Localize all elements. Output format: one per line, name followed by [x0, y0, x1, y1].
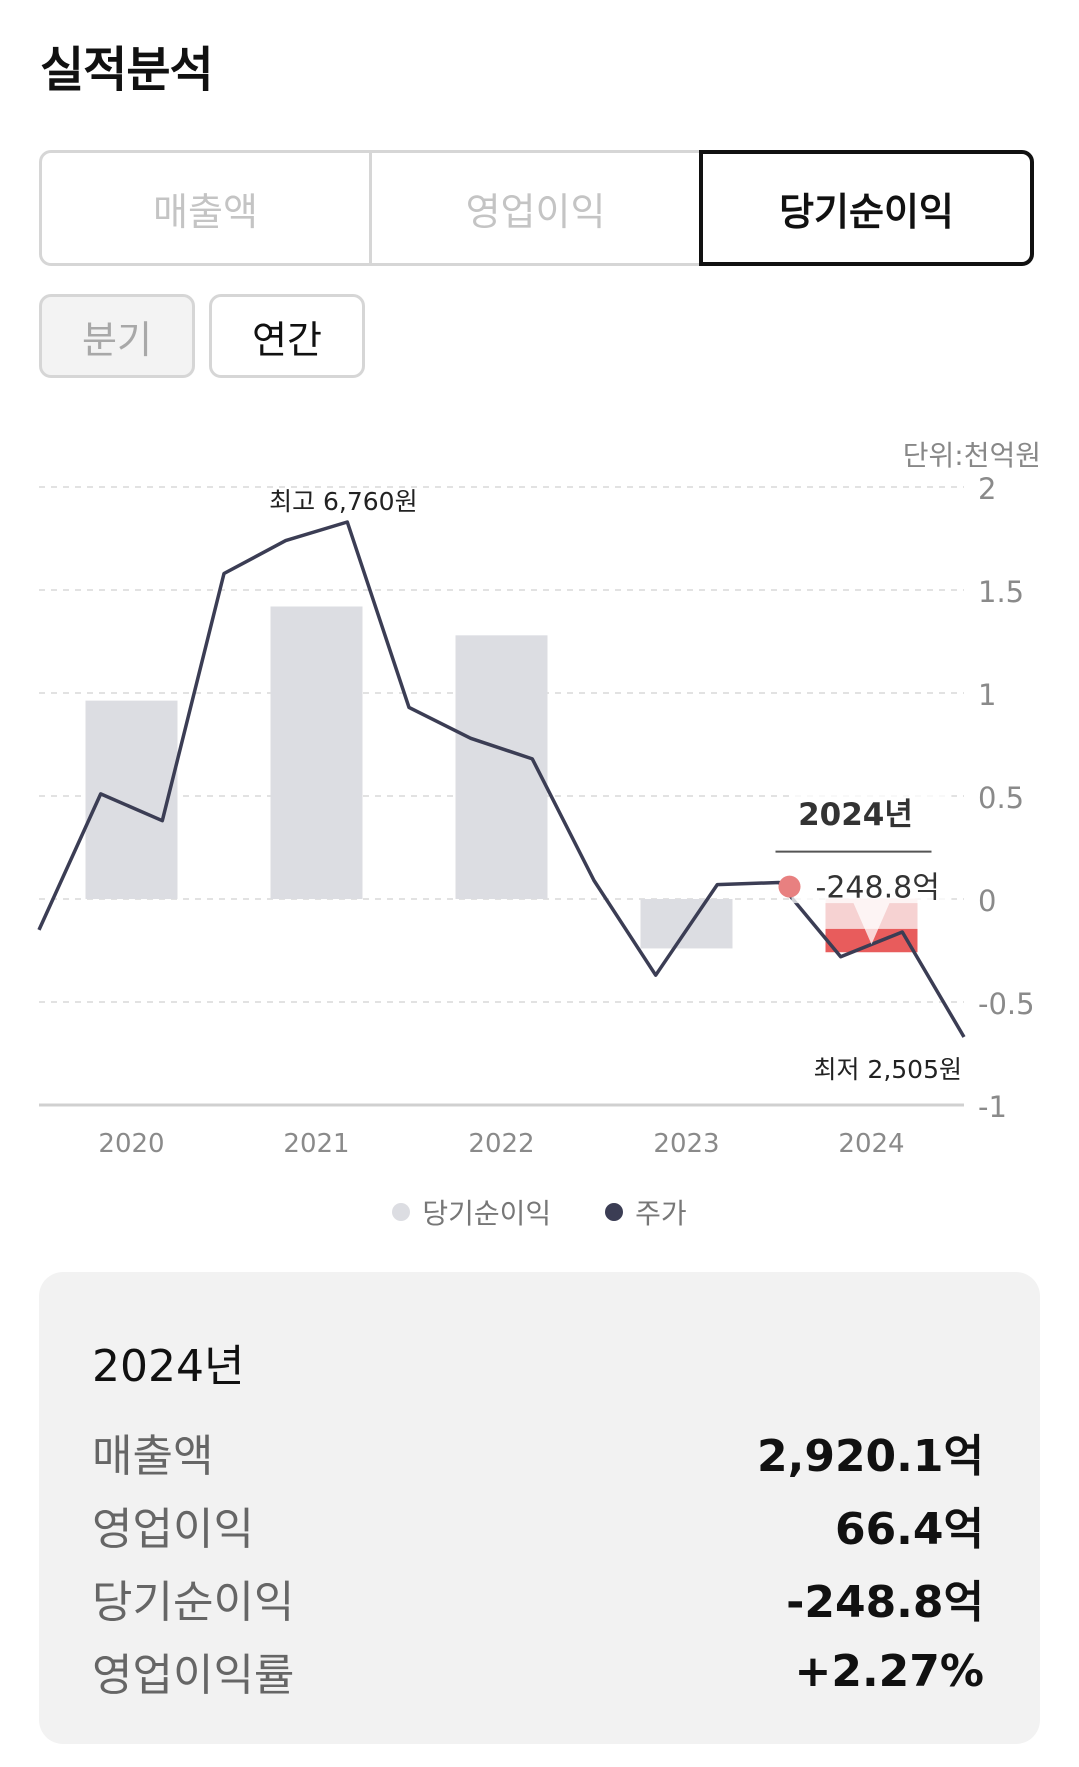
y-tick-label: 2 [978, 472, 996, 506]
chart-legend: 당기순이익 주가 [0, 1192, 1079, 1232]
bar-2023[interactable] [640, 899, 733, 949]
x-tick-label: 2024 [838, 1129, 904, 1159]
chart-tooltip: 2024년 -248.8억 [775, 750, 952, 945]
legend-dot-net-income [392, 1203, 411, 1221]
summary-row-operating-margin: 영업이익률 +2.27% [92, 1639, 984, 1703]
metric-tabs: 매출액 영업이익 당기순이익 [39, 150, 1034, 266]
legend-item-stock-price[interactable]: 주가 [605, 1192, 687, 1232]
period-tabs: 분기 연간 [39, 294, 365, 378]
x-tick-label: 2022 [468, 1129, 534, 1159]
bar-2020[interactable] [85, 700, 178, 899]
summary-value: -248.8억 [786, 1577, 984, 1628]
bar-2021[interactable] [270, 606, 363, 899]
summary-card: 2024년 매출액 2,920.1억 영업이익 66.4억 당기순이익 -248… [39, 1272, 1040, 1744]
unit-label: 단위:천억원 [902, 439, 1041, 472]
y-tick-label: 0 [978, 884, 996, 918]
x-tick-label: 2023 [653, 1129, 719, 1159]
min-price-label: 최저 2,505원 [813, 1055, 962, 1084]
legend-dot-stock-price [605, 1203, 624, 1221]
tab-annual[interactable]: 연간 [209, 294, 365, 378]
page-title: 실적분석 [40, 42, 214, 98]
summary-label: 영업이익률 [92, 1650, 295, 1701]
y-tick-label: 1.5 [978, 575, 1024, 609]
summary-row-net-income: 당기순이익 -248.8억 [92, 1566, 984, 1630]
summary-row-revenue: 매출액 2,920.1억 [92, 1420, 984, 1484]
max-price-label: 최고 6,760원 [269, 487, 418, 516]
summary-title: 2024년 [92, 1341, 245, 1392]
tooltip-value: -248.8억 [816, 871, 940, 906]
tooltip-title: 2024년 [798, 797, 913, 833]
summary-label: 당기순이익 [92, 1577, 295, 1628]
y-tick-label: 1 [978, 678, 996, 712]
earnings-chart[interactable]: 2 1.5 1 0.5 0 -0.5 -1 2020 2021 2022 2023 2024 최고 6,… [0, 460, 1079, 1180]
stock-price-line [37, 520, 966, 1038]
tab-net-income[interactable]: 당기순이익 [699, 150, 1034, 266]
legend-item-net-income[interactable]: 당기순이익 [392, 1192, 551, 1232]
tooltip-dot [778, 875, 801, 898]
y-tick-label: -0.5 [978, 987, 1035, 1021]
x-tick-label: 2021 [283, 1129, 349, 1159]
y-tick-label: -1 [978, 1090, 1007, 1124]
summary-row-operating-profit: 영업이익 66.4억 [92, 1493, 984, 1557]
bar-2022[interactable] [455, 635, 548, 899]
summary-value: 66.4억 [834, 1504, 984, 1555]
summary-value: +2.27% [794, 1645, 984, 1697]
x-tick-label: 2020 [98, 1129, 164, 1159]
y-tick-label: 0.5 [978, 781, 1024, 815]
tab-revenue[interactable]: 매출액 [39, 150, 372, 266]
summary-value: 2,920.1억 [757, 1431, 984, 1482]
legend-label-net-income: 당기순이익 [422, 1197, 552, 1230]
tab-quarterly[interactable]: 분기 [39, 294, 195, 378]
summary-label: 영업이익 [92, 1504, 254, 1555]
tooltip-background [791, 750, 952, 945]
tab-operating-profit[interactable]: 영업이익 [372, 150, 702, 266]
legend-label-stock-price: 주가 [635, 1197, 687, 1230]
summary-label: 매출액 [92, 1431, 214, 1482]
